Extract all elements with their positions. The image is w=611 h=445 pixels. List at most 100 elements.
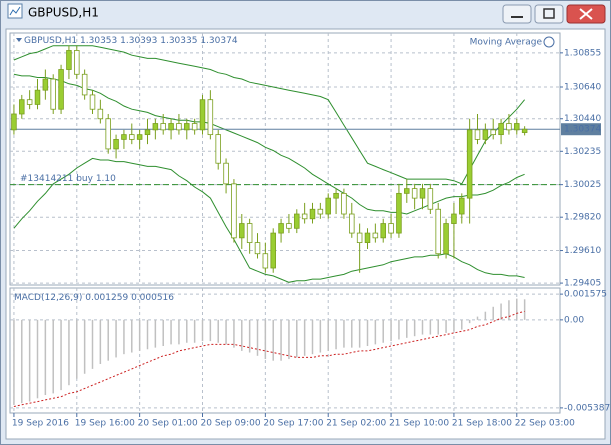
candle-body (301, 213, 308, 220)
signal-line (13, 310, 525, 407)
x-tick-label: 22 Sep 03:00 (515, 419, 575, 429)
candle-body (105, 118, 111, 150)
candle-body (325, 197, 331, 215)
candle-body (380, 223, 386, 239)
candle-body (514, 123, 520, 131)
candle-body (294, 213, 300, 229)
candle-body (411, 188, 418, 199)
candle-body (356, 232, 363, 244)
macd-pane (9, 287, 561, 414)
candle-body (435, 208, 441, 255)
candle-body (498, 123, 504, 136)
macd-title: MACD(12,26,9) (14, 293, 82, 303)
candle-body (246, 223, 253, 244)
price-tag-label: 1.30374 (564, 125, 601, 135)
header-open: 1.30353 (80, 36, 117, 46)
x-tick-label: 21 Sep 02:00 (326, 419, 386, 429)
window-title: GBPUSD,H1 (28, 6, 99, 20)
candle-body (97, 108, 104, 120)
candle-body (262, 253, 269, 269)
candle-body (466, 129, 473, 199)
candle-body (58, 69, 64, 110)
candle-body (184, 123, 190, 131)
candle-body (66, 50, 72, 70)
window-buttons (502, 4, 606, 24)
header-low: 1.30335 (160, 36, 197, 46)
candle-body (168, 123, 174, 131)
candle-body (317, 208, 324, 215)
candle-body (521, 128, 528, 133)
header-close: 1.30374 (200, 36, 237, 46)
candle-body (26, 99, 33, 105)
x-tick-label: 21 Sep 18:00 (452, 419, 512, 429)
band-line (13, 45, 525, 185)
macd-header: MACD(12,26,9) 0.001259 0.000516 (14, 293, 174, 303)
y-tick-label: 0.001575 (564, 290, 607, 300)
x-tick-label: 19 Sep 2016 (12, 419, 69, 429)
window-icon-graph (9, 6, 21, 16)
candle-body (19, 99, 25, 115)
candle-body (42, 78, 49, 91)
y-tick-label: 1.29405 (564, 279, 601, 289)
minimize-button[interactable] (502, 4, 532, 24)
candle-body (427, 188, 434, 210)
price-tag (561, 123, 601, 136)
order-label: #13414211 buy 1.10 (20, 174, 116, 184)
candle-body (207, 99, 214, 136)
candle-body (50, 78, 56, 110)
candle-body (451, 213, 457, 224)
header-high: 1.30393 (120, 36, 157, 46)
candle-body (372, 232, 379, 239)
candle-body (144, 129, 151, 136)
close-icon (579, 8, 593, 20)
candle-body (490, 129, 496, 136)
candle-body (443, 223, 449, 255)
plot-layer: 1.30855 1.30640 1.30440 1.30235 1.30025 1.298… (10, 33, 610, 429)
x-tick-label: 20 Sep 17:00 (263, 419, 323, 429)
y-tick-label: 1.30025 (564, 180, 601, 190)
candle-body (231, 183, 237, 239)
signal-value: 0.000516 (131, 293, 174, 303)
band-line (13, 73, 525, 215)
candle-body (333, 192, 339, 199)
chart-header: GBPUSD,H1 1.30353 1.30393 1.30335 1.3037… (24, 36, 238, 46)
candle-body (364, 232, 371, 244)
candle-body (152, 123, 159, 131)
y-tick-label: -0.005387 (564, 403, 610, 413)
x-tick-label: 19 Sep 16:00 (75, 419, 135, 429)
restore-button[interactable] (534, 4, 564, 24)
x-tick-label: 21 Sep 10:00 (389, 419, 449, 429)
y-tick-label: 0.00 (564, 315, 584, 325)
candle-body (349, 213, 355, 234)
x-tick-label: 20 Sep 09:00 (201, 419, 261, 429)
y-tick-label: 1.29610 (564, 246, 601, 256)
y-tick-label: 1.30855 (564, 48, 601, 58)
candle-body (278, 223, 284, 234)
candle-body (459, 197, 465, 215)
candle-body (239, 223, 245, 239)
candle-body (388, 223, 394, 234)
x-tick-label: 20 Sep 01:00 (138, 419, 198, 429)
candle-body (215, 134, 221, 164)
candle-body (89, 94, 96, 110)
candle-body (419, 188, 426, 199)
candle-body (474, 129, 481, 140)
candle-body (191, 123, 198, 131)
candle-body (129, 134, 135, 140)
candle-body (199, 99, 206, 131)
candle-body (482, 129, 489, 140)
chart-area (5, 28, 606, 440)
candle-body (160, 123, 166, 131)
candle-body (254, 242, 261, 255)
restore-icon (543, 8, 555, 19)
candle-body (270, 232, 276, 269)
candle-body (74, 50, 80, 75)
band-line (13, 157, 525, 283)
candle-body (136, 134, 143, 140)
candle-body (176, 123, 182, 131)
y-tick-label: 1.30440 (564, 114, 601, 124)
candle-body (121, 134, 127, 140)
candle-body (309, 208, 316, 220)
indicator-icon (543, 36, 555, 48)
